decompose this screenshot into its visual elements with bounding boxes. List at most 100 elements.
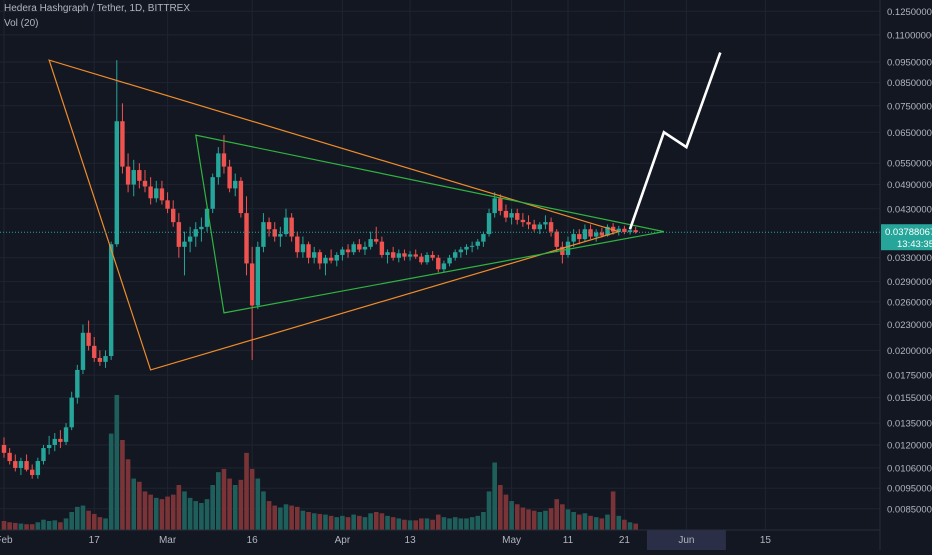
candle[interactable]	[63, 423, 69, 445]
volume-indicator-label[interactable]: Vol (20)	[4, 18, 39, 29]
candle[interactable]	[261, 213, 266, 253]
candle[interactable]	[407, 251, 413, 261]
candle[interactable]	[295, 231, 300, 258]
candle[interactable]	[475, 239, 480, 250]
candle[interactable]	[599, 227, 605, 238]
candle[interactable]	[306, 241, 311, 264]
candle[interactable]	[58, 430, 63, 449]
candle[interactable]	[368, 231, 373, 250]
candle[interactable]	[312, 246, 317, 264]
candle[interactable]	[464, 244, 469, 255]
candle[interactable]	[227, 159, 232, 193]
candle[interactable]	[216, 147, 221, 185]
candle[interactable]	[548, 217, 554, 237]
candle[interactable]	[317, 249, 323, 270]
candle[interactable]	[255, 241, 260, 310]
candle[interactable]	[345, 244, 351, 258]
candle[interactable]	[385, 249, 390, 264]
candle[interactable]	[35, 457, 41, 479]
candle[interactable]	[396, 249, 401, 263]
candle[interactable]	[594, 229, 599, 242]
candle[interactable]	[249, 246, 255, 360]
candle[interactable]	[458, 246, 464, 258]
candle[interactable]	[374, 226, 379, 245]
candle[interactable]	[159, 180, 165, 205]
candle[interactable]	[537, 222, 542, 235]
candle[interactable]	[503, 204, 509, 223]
time-axis[interactable]: Feb 17 Mar 16 Apr 13 May 11 21 Jun 15	[0, 535, 771, 546]
candle[interactable]	[616, 225, 621, 236]
candle[interactable]	[627, 228, 633, 235]
candle[interactable]	[80, 324, 86, 375]
candle[interactable]	[436, 254, 441, 273]
candle[interactable]	[176, 213, 182, 258]
candle[interactable]	[323, 254, 328, 276]
candle[interactable]	[97, 350, 103, 366]
candle[interactable]	[469, 241, 475, 253]
candle[interactable]	[1, 437, 7, 458]
candle[interactable]	[120, 103, 125, 174]
candle[interactable]	[402, 249, 407, 261]
candle[interactable]	[30, 464, 35, 479]
candle[interactable]	[103, 350, 108, 368]
candle[interactable]	[278, 226, 283, 247]
candle[interactable]	[413, 249, 418, 259]
candle[interactable]	[92, 337, 97, 362]
candle[interactable]	[233, 173, 238, 197]
candle[interactable]	[148, 177, 153, 205]
candle[interactable]	[199, 217, 204, 242]
candle[interactable]	[46, 435, 52, 455]
candle[interactable]	[125, 153, 131, 193]
candle[interactable]	[210, 173, 215, 214]
candle[interactable]	[7, 448, 12, 465]
candle[interactable]	[24, 454, 29, 472]
candle[interactable]	[244, 196, 249, 276]
candle[interactable]	[137, 163, 142, 189]
candle[interactable]	[108, 241, 114, 360]
candle[interactable]	[379, 236, 385, 258]
candle[interactable]	[520, 213, 526, 227]
candle[interactable]	[554, 229, 559, 253]
candle[interactable]	[633, 226, 638, 234]
candle[interactable]	[300, 236, 306, 258]
candle[interactable]	[52, 433, 57, 452]
candle[interactable]	[182, 231, 187, 276]
candle[interactable]	[515, 208, 520, 225]
candle[interactable]	[441, 260, 447, 273]
candle[interactable]	[453, 249, 458, 261]
candle[interactable]	[509, 208, 514, 225]
candle[interactable]	[18, 457, 24, 476]
projection-path-drawing[interactable]	[628, 52, 722, 230]
candle[interactable]	[187, 226, 193, 253]
candle[interactable]	[328, 249, 334, 264]
candle[interactable]	[69, 391, 74, 431]
candle[interactable]	[13, 454, 18, 472]
candle[interactable]	[447, 254, 452, 267]
candle[interactable]	[526, 215, 531, 230]
candle[interactable]	[193, 222, 198, 247]
candle[interactable]	[114, 60, 119, 247]
candle[interactable]	[171, 200, 176, 227]
candle[interactable]	[75, 364, 80, 404]
candle[interactable]	[154, 180, 159, 203]
candle[interactable]	[283, 208, 289, 237]
candle[interactable]	[266, 217, 272, 237]
candle[interactable]	[334, 252, 339, 267]
candle[interactable]	[622, 225, 627, 235]
orange-triangle-drawing[interactable]	[48, 59, 621, 371]
candle[interactable]	[390, 246, 396, 261]
candle[interactable]	[86, 320, 91, 351]
candle[interactable]	[588, 224, 593, 240]
candle[interactable]	[41, 444, 46, 465]
candle[interactable]	[131, 159, 136, 197]
candle[interactable]	[481, 231, 486, 247]
candle[interactable]	[531, 219, 537, 232]
candle[interactable]	[430, 251, 435, 261]
candle[interactable]	[289, 213, 294, 242]
candle[interactable]	[238, 177, 244, 218]
candle[interactable]	[351, 241, 356, 255]
candle[interactable]	[142, 170, 148, 193]
